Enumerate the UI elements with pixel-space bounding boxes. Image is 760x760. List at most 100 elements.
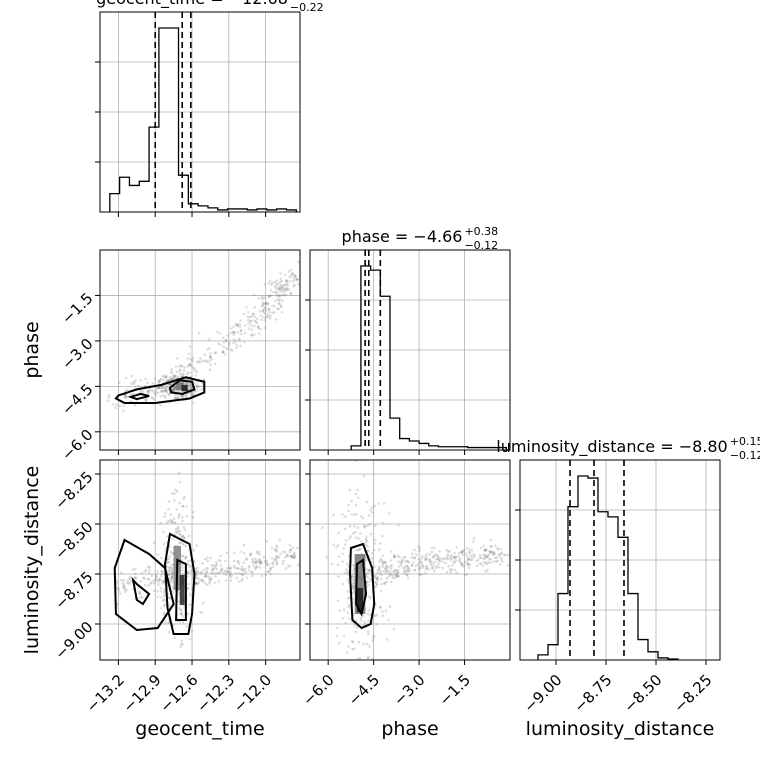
sample-point: [261, 301, 264, 305]
sample-point: [281, 299, 284, 303]
sample-point: [285, 278, 288, 282]
sample-point: [436, 554, 440, 557]
sample-point: [172, 377, 176, 381]
sample-point: [172, 537, 175, 541]
sample-point: [366, 630, 370, 633]
sample-point: [407, 567, 411, 570]
histogram-luminosity_distance: [537, 475, 679, 660]
sample-point: [138, 591, 141, 595]
sample-point: [272, 290, 275, 294]
sample-point: [277, 307, 280, 311]
sample-point: [373, 575, 377, 579]
sample-point: [206, 360, 209, 364]
sample-point: [232, 564, 236, 568]
sample-point: [160, 581, 164, 585]
density-cell: [356, 588, 364, 612]
sample-point: [285, 554, 288, 558]
sample-point: [262, 302, 266, 306]
sample-point: [346, 571, 350, 575]
sample-point: [367, 619, 370, 623]
sample-point: [394, 568, 397, 572]
sample-point: [454, 556, 458, 560]
sample-point: [465, 546, 469, 550]
sample-point: [171, 377, 174, 381]
sample-point: [289, 555, 292, 559]
sample-point: [369, 577, 372, 581]
sample-point: [154, 391, 158, 394]
sample-point: [502, 553, 506, 557]
sample-point: [165, 521, 169, 525]
sample-point: [143, 570, 147, 573]
density-cell: [354, 554, 366, 614]
sample-point: [369, 532, 372, 536]
sample-point: [186, 562, 190, 565]
sample-point: [486, 555, 489, 559]
sample-point: [466, 562, 470, 565]
sample-point: [275, 563, 278, 566]
sample-point: [354, 503, 358, 507]
x-tick-label: −12.3: [193, 671, 238, 716]
sample-point: [158, 379, 162, 382]
sample-point: [151, 382, 154, 385]
sample-point: [147, 390, 150, 394]
sample-point: [187, 382, 190, 386]
sample-point: [169, 513, 173, 516]
sample-point: [173, 499, 176, 502]
sample-point: [283, 550, 287, 554]
sample-point: [348, 525, 352, 528]
sample-point: [395, 574, 399, 578]
sample-point: [490, 544, 493, 548]
sample-point: [188, 383, 192, 386]
sample-point: [270, 557, 274, 560]
sample-point: [181, 373, 184, 376]
sample-point: [171, 388, 175, 392]
sample-point: [368, 522, 372, 526]
sample-point: [374, 538, 377, 542]
sample-point: [269, 294, 273, 297]
sample-point: [277, 299, 280, 302]
sample-point: [232, 325, 235, 328]
sample-point: [418, 565, 421, 569]
sample-point: [161, 378, 165, 382]
sample-point: [486, 555, 489, 558]
sample-point: [468, 550, 471, 554]
sample-point: [370, 552, 374, 555]
sample-point: [230, 331, 233, 335]
sample-point: [174, 396, 178, 399]
sample-point: [468, 552, 472, 555]
sample-point: [189, 386, 193, 390]
sample-point: [267, 281, 270, 285]
sample-point: [259, 314, 263, 317]
sample-point: [173, 385, 177, 389]
sample-point: [170, 574, 174, 578]
sample-point: [357, 672, 360, 675]
sample-point: [198, 571, 202, 575]
sample-point: [293, 551, 296, 555]
sample-point: [156, 570, 159, 573]
contour-line: [175, 558, 187, 621]
density-cell: [176, 382, 184, 391]
sample-point: [161, 374, 165, 378]
sample-point: [367, 568, 371, 572]
sample-point: [248, 320, 252, 323]
sample-point: [483, 548, 487, 552]
sample-point: [143, 384, 147, 388]
sample-point: [455, 571, 458, 575]
sample-point: [157, 583, 160, 587]
sample-point: [374, 585, 378, 589]
sample-point: [208, 359, 212, 362]
sample-point: [190, 393, 193, 396]
sample-point: [341, 560, 344, 563]
sample-point: [499, 562, 502, 566]
sample-point: [350, 575, 354, 578]
sample-point: [418, 573, 422, 576]
sample-point: [165, 391, 169, 394]
sample-point: [181, 615, 184, 618]
sample-point: [167, 603, 171, 607]
sample-point: [354, 536, 358, 539]
sample-point: [366, 656, 369, 660]
sample-point: [258, 562, 262, 566]
sample-point: [424, 555, 427, 559]
sample-point: [162, 390, 166, 393]
sample-point: [279, 272, 282, 275]
